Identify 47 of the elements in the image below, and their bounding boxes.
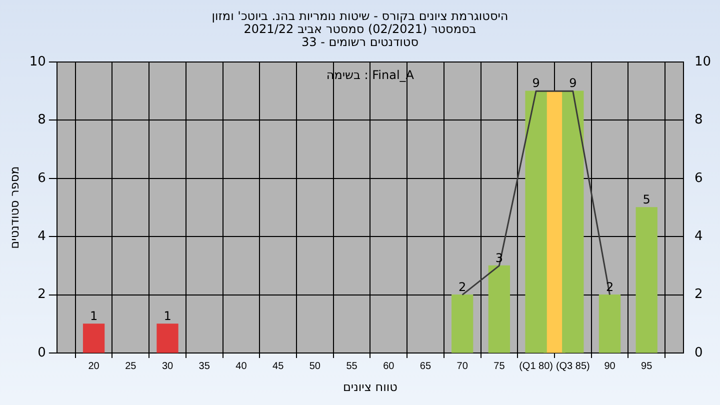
data-label: 1 xyxy=(164,309,172,324)
bar xyxy=(636,207,658,353)
data-label: 1 xyxy=(90,309,98,324)
y-tick-label: 6 xyxy=(38,170,46,186)
x-tick-label: 30 xyxy=(162,360,174,372)
x-tick-label: (Q3 85) xyxy=(556,360,590,372)
x-axis-title: טווח ציונים xyxy=(342,380,398,394)
text: היסטוגרמת ציונים בקורס - שיטות נומריות בהנ. ביוטכ' ומזון xyxy=(212,9,508,23)
y-tick-label: 8 xyxy=(38,112,46,128)
x-tick-label: (Q1 80) xyxy=(519,360,553,372)
text: סטודנטים רשומים - 33 xyxy=(301,35,419,49)
bar xyxy=(562,90,584,353)
x-tick-label: 65 xyxy=(420,360,432,372)
y-tick-label: 2 xyxy=(38,287,46,302)
y-tick-label: 4 xyxy=(38,228,46,244)
x-tick-label: 70 xyxy=(456,360,468,372)
bar xyxy=(598,294,621,353)
x-tick-label: 95 xyxy=(641,360,653,372)
data-label: 9 xyxy=(532,76,540,90)
x-tick-label: 40 xyxy=(236,360,248,372)
y-tick-label: 0 xyxy=(38,345,46,360)
data-label: 5 xyxy=(642,192,650,207)
bar xyxy=(82,324,105,353)
x-tick-label: 35 xyxy=(198,360,210,372)
y-axis-title: מספר סטודנטים xyxy=(7,166,22,249)
x-tick-label: 60 xyxy=(383,360,395,372)
y-tick-label: 10 xyxy=(29,54,46,70)
x-tick-label: 20 xyxy=(88,360,100,372)
x-tick-label: 75 xyxy=(494,360,506,372)
y2-tick-label: 8 xyxy=(694,112,703,128)
x-tick-label: 90 xyxy=(604,360,616,372)
bar xyxy=(525,90,547,353)
bar xyxy=(488,265,510,353)
y2-tick-label: 0 xyxy=(694,345,703,360)
y2-tick-label: 4 xyxy=(694,228,703,244)
x-tick-label: 55 xyxy=(346,360,358,372)
data-label: 9 xyxy=(569,76,577,90)
x-tick-label: 25 xyxy=(125,360,137,372)
y2-tick-label: 6 xyxy=(694,170,703,186)
x-tick-label: 50 xyxy=(309,360,321,372)
bar xyxy=(156,324,178,353)
data-label: 2 xyxy=(458,280,466,294)
x-tick-label: 45 xyxy=(272,360,284,372)
y2-tick-label: 10 xyxy=(694,54,712,70)
text: בסמסטר (02/2021) סמסטר אביב 2021/22 xyxy=(244,22,476,36)
bar xyxy=(452,294,474,353)
y2-tick-label: 2 xyxy=(694,287,703,302)
